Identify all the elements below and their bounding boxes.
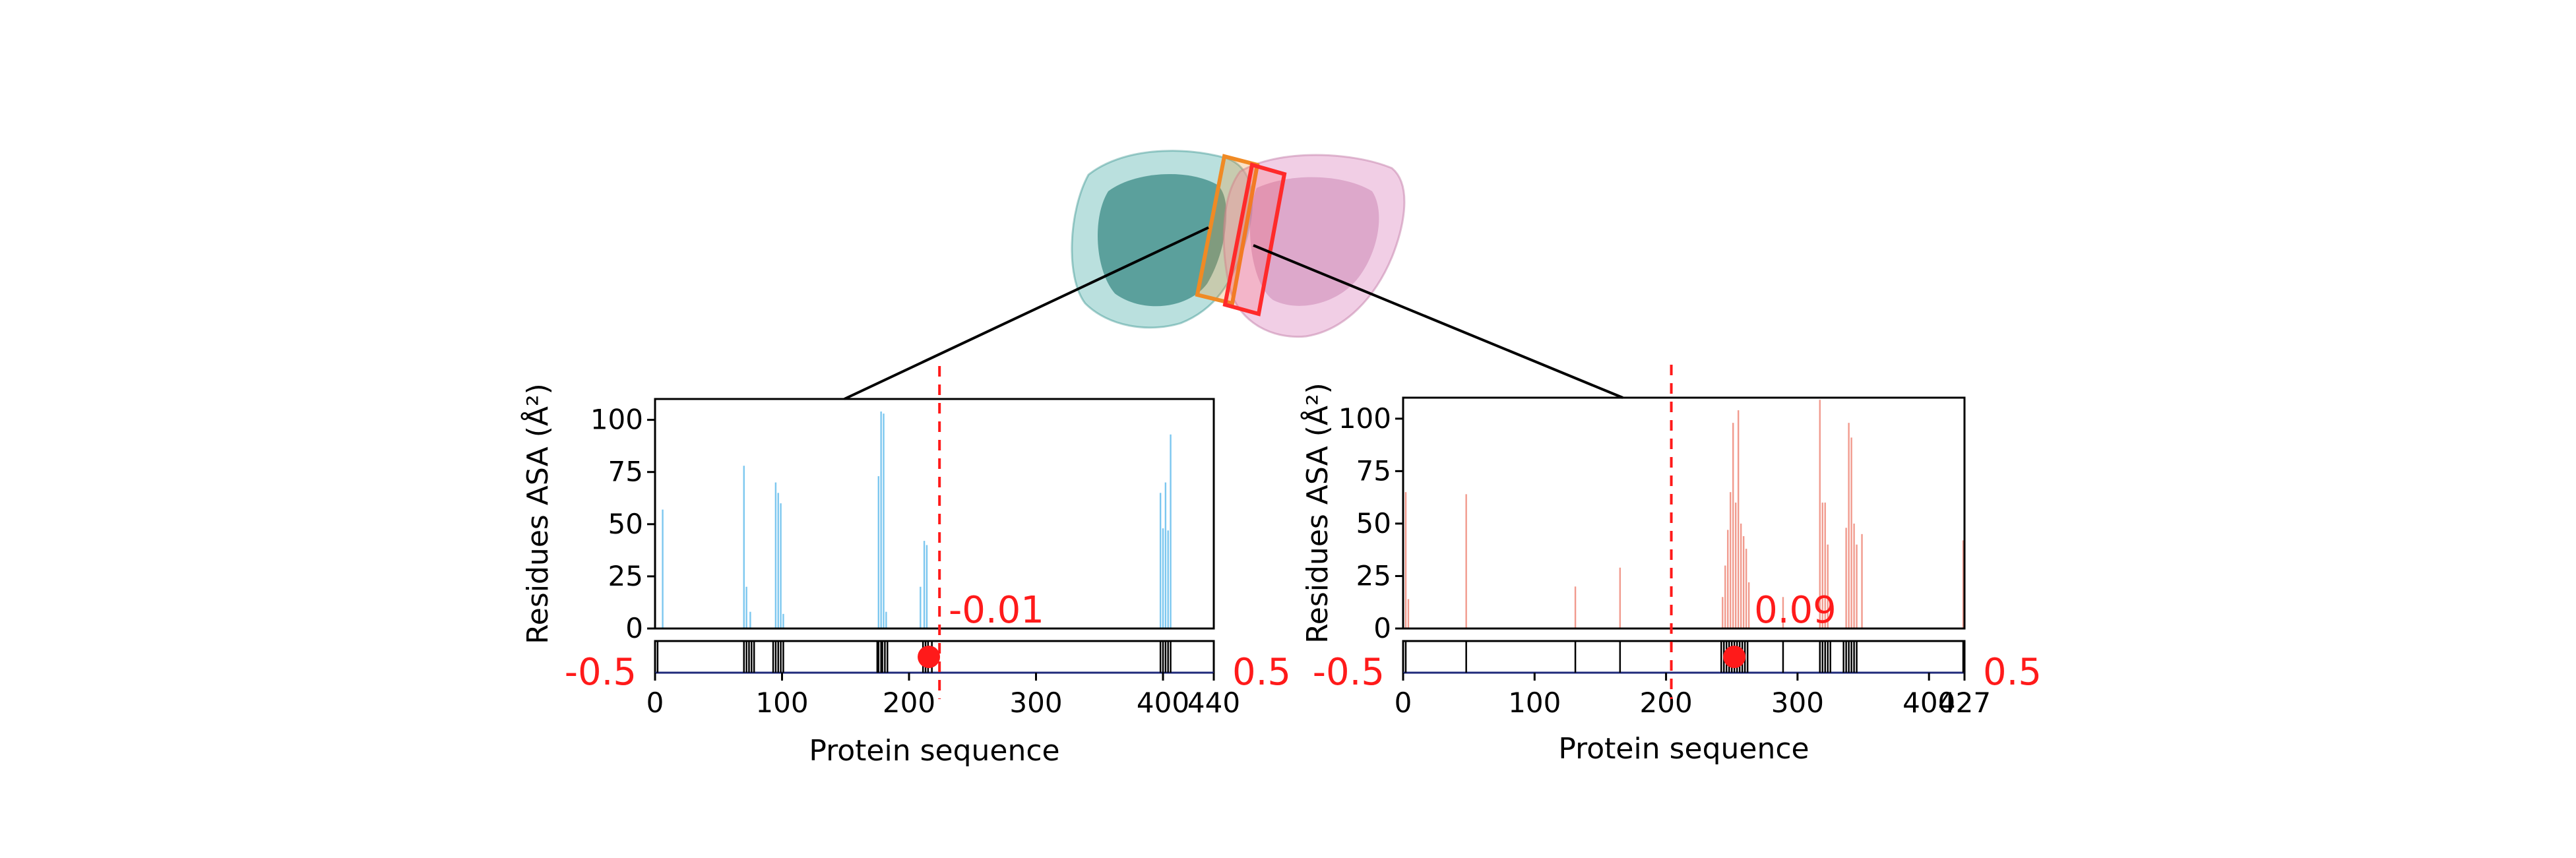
asa-bar (1732, 423, 1734, 628)
asa-bar (1740, 523, 1742, 628)
asa-bar (780, 503, 782, 628)
asa-bar (1819, 400, 1821, 628)
asa-bar (923, 541, 926, 628)
asa-bar (1848, 423, 1850, 628)
y-tick-label: 100 (590, 404, 643, 436)
asa-chart-panel-1: 0 25 50 75 100 Residues ASA (Å²) 0 100 200 300 400… (520, 366, 1291, 768)
index-min-label: -0.5 (1313, 651, 1385, 694)
asa-bar (1722, 597, 1724, 628)
asa-bar (880, 411, 882, 628)
asa-bar (885, 611, 887, 628)
asa-bar (1574, 586, 1577, 628)
asa-bar (1845, 528, 1847, 628)
y-tick-label: 25 (608, 560, 643, 592)
x-axis-title: Protein sequence (809, 734, 1059, 768)
protein-right-core (1249, 177, 1379, 306)
asa-bar (1824, 503, 1826, 628)
asa-bar (1159, 493, 1162, 628)
asa-bar (1619, 567, 1621, 628)
asa-bar (1735, 503, 1737, 628)
index-value-label: -0.01 (949, 589, 1044, 632)
x-tick-label: 0 (646, 687, 664, 719)
asa-bar (1407, 599, 1410, 628)
index-min-label: -0.5 (565, 651, 637, 694)
asa-bar (662, 509, 664, 628)
y-tick-label: 100 (1338, 402, 1391, 435)
zoom-line-left (844, 226, 1209, 400)
asa-bar (782, 613, 784, 628)
asa-bar (1850, 437, 1852, 628)
asa-bar (774, 482, 777, 628)
asa-bar (1167, 530, 1169, 628)
x-tick-label: 100 (1508, 687, 1561, 719)
asa-bar (1730, 492, 1732, 628)
asa-bar (1738, 410, 1740, 628)
x-tick-label: 100 (755, 687, 808, 719)
asa-bar (1404, 492, 1407, 628)
asa-bar (749, 611, 751, 628)
protein-left-core (1097, 173, 1227, 307)
asa-bar (1782, 597, 1784, 628)
asa-bar (777, 493, 779, 628)
asa-bar (1465, 494, 1467, 628)
y-tick-label: 50 (1356, 507, 1391, 539)
x-tick-label: 400 (1137, 687, 1189, 719)
asa-bar (1962, 540, 1964, 628)
y-axis-title: Residues ASA (Å²) (520, 383, 555, 644)
asa-bar (926, 545, 928, 628)
index-max-label: 0.5 (1983, 651, 2042, 694)
x-tick-label: 400 (1902, 687, 1955, 719)
asa-bar (1745, 549, 1747, 628)
protein-dimer-structure-icon (1071, 150, 1406, 338)
y-tick-label: 25 (1356, 559, 1391, 592)
asa-bar (1727, 530, 1729, 628)
y-tick-label: 0 (625, 612, 643, 644)
asa-bar (1827, 544, 1829, 628)
asa-bar (1747, 582, 1750, 628)
interface-index-strip (1402, 640, 1966, 674)
plot-frame (1402, 396, 1966, 630)
asa-bar (920, 586, 922, 628)
x-tick-label: 200 (883, 687, 935, 719)
x-tick-label: 200 (1640, 687, 1693, 719)
index-value-label: 0.09 (1754, 589, 1837, 632)
asa-bar (1853, 523, 1855, 628)
asa-bar (1861, 534, 1863, 628)
index-value-marker (1723, 646, 1746, 668)
zoom-line-right (1253, 244, 1623, 399)
x-tick-label: 300 (1009, 687, 1062, 719)
index-max-label: 0.5 (1232, 651, 1291, 694)
x-axis-title: Protein sequence (1558, 732, 1809, 766)
asa-bar (745, 586, 747, 628)
x-tick-label: 440 (1187, 687, 1240, 719)
asa-bar (1162, 528, 1164, 628)
asa-bar (1724, 565, 1726, 628)
y-tick-label: 0 (1373, 612, 1391, 644)
x-tick-label: 300 (1771, 687, 1824, 719)
x-tick-label: 0 (1395, 687, 1412, 719)
asa-bar (877, 476, 879, 628)
asa-bar (1164, 482, 1167, 628)
index-value-marker (918, 646, 941, 668)
asa-bar (1821, 503, 1823, 628)
asa-bar (1170, 434, 1172, 628)
y-tick-label: 75 (608, 456, 643, 488)
interface-box-red (1222, 162, 1287, 317)
interface-box-orange (1195, 154, 1260, 306)
y-tick-label: 75 (1356, 454, 1391, 487)
asa-bar (883, 414, 885, 628)
y-axis-title: Residues ASA (Å²) (1300, 383, 1335, 644)
asa-bar (743, 466, 745, 628)
plot-frame (654, 398, 1215, 630)
x-tick-label: 427 (1938, 687, 1991, 719)
asa-bar (1856, 544, 1858, 628)
asa-bar (1742, 536, 1745, 628)
protein-right-surface (1222, 154, 1406, 338)
y-tick-label: 50 (608, 508, 643, 540)
